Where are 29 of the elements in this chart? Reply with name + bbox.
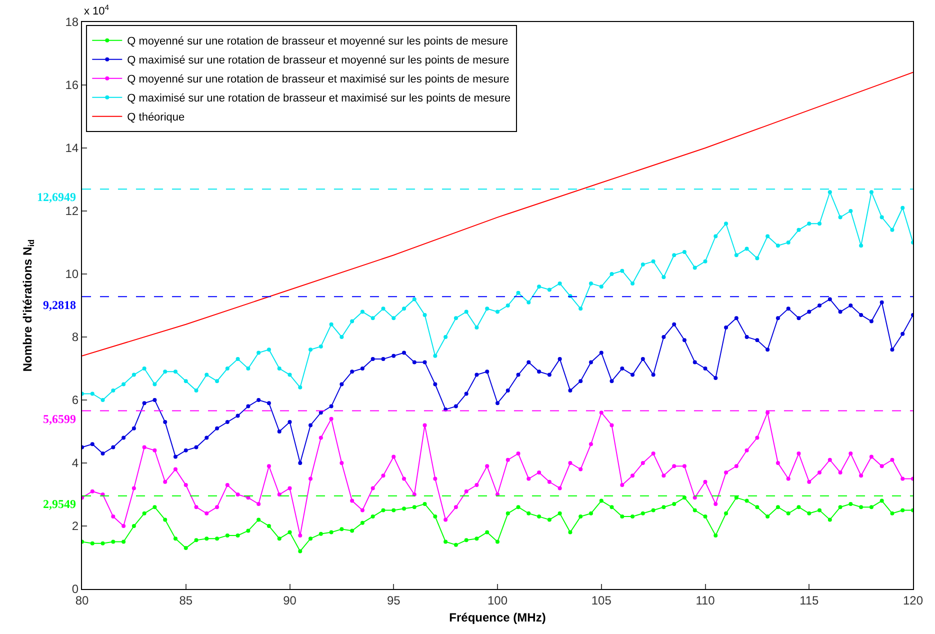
legend-label: Q moyenné sur une rotation de brasseur et maximisé sur les points de mesure xyxy=(127,74,510,86)
legend-label: Q maximisé sur une rotation de brasseur et maximisé sur les points de mesure xyxy=(127,92,510,105)
y-tick-label: 14 xyxy=(65,141,79,156)
ref-line-label: 2,9549 xyxy=(43,497,76,511)
ref-line-label: 9,2818 xyxy=(43,298,76,312)
line-series xyxy=(82,72,913,356)
x-tick-label: 85 xyxy=(179,593,193,608)
legend-label: Q maximisé sur une rotation de brasseur et moyenné sur les points de mesure xyxy=(127,54,510,67)
x-tick-label: 110 xyxy=(696,593,716,608)
x-tick-label: 115 xyxy=(800,593,820,608)
x-tick-label: 120 xyxy=(902,593,924,608)
x-axis-title: Fréquence (MHz) xyxy=(449,610,546,624)
y-tick-label: 18 xyxy=(65,15,79,30)
x-tick-label: 90 xyxy=(283,593,297,608)
y-tick-label: 8 xyxy=(72,330,79,344)
x-tick-label: 105 xyxy=(591,593,612,608)
legend-label: Q théorique xyxy=(127,112,185,124)
text: x 10$^{4}$ xyxy=(84,3,110,18)
y-tick-label: 12 xyxy=(65,204,79,218)
y-tick-label: 4 xyxy=(72,456,79,470)
y-tick-label: 2 xyxy=(72,519,79,534)
x-tick-label: 100 xyxy=(487,593,508,608)
legend-label: Q moyenné sur une rotation de brasseur et moyenné sur les points de mesure xyxy=(127,36,508,48)
y-tick-label: 10 xyxy=(65,267,79,282)
ref-line-label: 12,6949 xyxy=(37,190,76,204)
ref-line-label: 5,6599 xyxy=(43,412,76,426)
y-tick-label: 16 xyxy=(65,78,79,92)
x-tick-label: 95 xyxy=(386,593,401,608)
y-tick-label: 6 xyxy=(72,393,79,408)
